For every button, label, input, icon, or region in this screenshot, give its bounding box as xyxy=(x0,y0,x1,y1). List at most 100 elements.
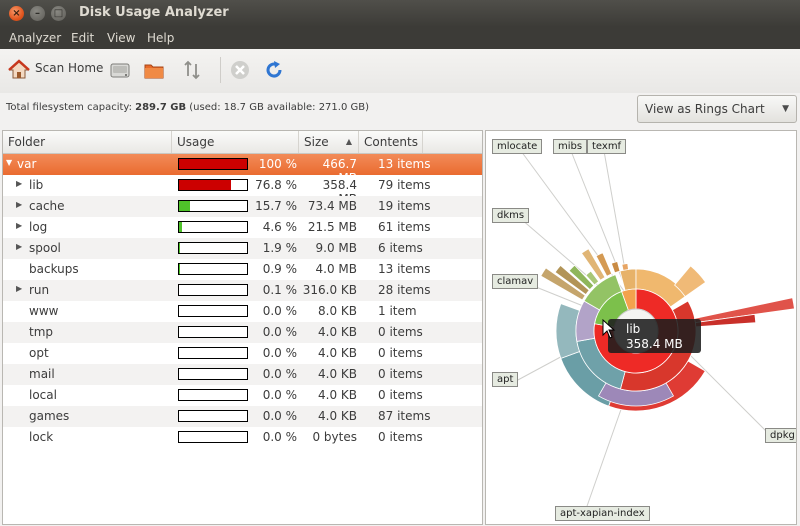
folder-tree-view[interactable]: Folder Usage Size ▲ Contents ▼ var 100 % 46… xyxy=(2,130,483,525)
expander-icon[interactable]: ▶ xyxy=(16,200,23,209)
folder-size: 4.0 MB xyxy=(315,262,357,276)
ring-spike[interactable] xyxy=(610,260,621,274)
column-size[interactable]: Size ▲ xyxy=(299,131,359,153)
ring-label-mlocate: mlocate xyxy=(492,139,543,154)
folder-contents: 0 items xyxy=(378,430,423,444)
ring-label-dkms: dkms xyxy=(492,208,530,223)
folder-contents: 0 items xyxy=(378,346,423,360)
expander-icon[interactable]: ▶ xyxy=(16,221,23,230)
close-icon: × xyxy=(12,8,21,19)
usage-bar xyxy=(178,389,248,401)
folder-size: 4.0 KB xyxy=(318,388,357,402)
folder-contents: 79 items xyxy=(378,178,431,192)
folder-name: tmp xyxy=(29,325,54,339)
ring-spike[interactable] xyxy=(585,270,600,286)
usage-percent: 100 % xyxy=(258,157,297,171)
rings-chart-panel[interactable]: mlocate mibs texmf dkms clamav apt dpkg … xyxy=(485,130,797,525)
folder-size: 4.0 KB xyxy=(318,325,357,339)
table-row[interactable]: ▶ spool 1.9 % 9.0 MB 6 items xyxy=(3,238,482,259)
expander-icon[interactable]: ▶ xyxy=(16,284,23,293)
scan-remote-button[interactable] xyxy=(178,57,206,83)
expander-icon[interactable]: ▶ xyxy=(16,179,23,188)
menu-bar: Analyzer Edit View Help xyxy=(0,27,800,49)
ring-spike[interactable] xyxy=(554,264,590,296)
stop-icon xyxy=(231,61,249,79)
dropdown-arrow-icon: ▼ xyxy=(782,104,789,114)
menu-help[interactable]: Help xyxy=(147,31,175,45)
ring-spike[interactable] xyxy=(580,248,606,281)
home-icon xyxy=(8,59,30,79)
usage-percent: 1.9 % xyxy=(262,241,297,255)
stop-button[interactable] xyxy=(226,57,254,83)
table-row[interactable]: www 0.0 % 8.0 KB 1 item xyxy=(3,301,482,322)
table-row[interactable]: ▼ var 100 % 466.7 MB 13 items xyxy=(3,154,482,185)
minimize-icon: – xyxy=(35,8,40,19)
column-folder[interactable]: Folder xyxy=(3,131,172,153)
folder-name: spool xyxy=(29,241,61,255)
folder-contents: 0 items xyxy=(378,367,423,381)
title-bar: × – □ Disk Usage Analyzer xyxy=(0,0,800,27)
usage-bar xyxy=(178,284,248,296)
maximize-icon: □ xyxy=(53,8,64,19)
ring-label-dpkg: dpkg xyxy=(765,428,796,443)
ring-tooltip: lib 358.4 MB xyxy=(608,319,701,353)
expander-icon[interactable]: ▼ xyxy=(6,158,13,167)
table-row[interactable]: tmp 0.0 % 4.0 KB 0 items xyxy=(3,322,482,343)
usage-percent: 0.9 % xyxy=(262,262,297,276)
folder-name: local xyxy=(29,388,57,402)
folder-name: log xyxy=(29,220,48,234)
table-row[interactable]: mail 0.0 % 4.0 KB 0 items xyxy=(3,364,482,385)
ring-label-texmf: texmf xyxy=(587,139,627,154)
usage-bar xyxy=(178,221,248,233)
table-row[interactable]: lock 0.0 % 0 bytes 0 items xyxy=(3,427,482,448)
refresh-icon xyxy=(266,61,282,78)
view-mode-dropdown[interactable]: View as Rings Chart ▼ xyxy=(637,95,797,123)
capacity-detail: (used: 18.7 GB available: 271.0 GB) xyxy=(189,102,370,113)
table-row[interactable]: ▶ cache 15.7 % 73.4 MB 19 items xyxy=(3,196,482,217)
scan-folder-button[interactable] xyxy=(140,57,168,83)
ring-label-mibs: mibs xyxy=(553,139,588,154)
usage-bar xyxy=(178,431,248,443)
usage-percent: 0.0 % xyxy=(262,430,297,444)
column-size-label: Size xyxy=(304,135,329,149)
table-row[interactable]: ▶ log 4.6 % 21.5 MB 61 items xyxy=(3,217,482,238)
table-row[interactable]: opt 0.0 % 4.0 KB 0 items xyxy=(3,343,482,364)
scan-filesystem-button[interactable] xyxy=(106,57,134,83)
ring-segment[interactable] xyxy=(619,268,637,291)
folder-contents: 1 item xyxy=(378,304,417,318)
ring-label-apt: apt xyxy=(492,372,519,387)
usage-bar-fill xyxy=(179,264,180,274)
usage-bar-fill xyxy=(179,180,232,190)
ring-segment[interactable] xyxy=(674,265,707,298)
capacity-total: 289.7 GB xyxy=(135,102,187,113)
minimize-window-button[interactable]: – xyxy=(30,6,45,21)
menu-edit[interactable]: Edit xyxy=(71,31,95,45)
menu-analyzer[interactable]: Analyzer xyxy=(9,31,62,45)
usage-percent: 0.0 % xyxy=(262,367,297,381)
table-row[interactable]: games 0.0 % 4.0 KB 87 items xyxy=(3,406,482,427)
ring-spike[interactable] xyxy=(621,263,629,271)
table-row[interactable]: local 0.0 % 4.0 KB 0 items xyxy=(3,385,482,406)
usage-percent: 4.6 % xyxy=(262,220,297,234)
column-contents[interactable]: Contents xyxy=(359,131,423,153)
folder-size: 73.4 MB xyxy=(307,199,357,213)
menu-view[interactable]: View xyxy=(107,31,136,45)
table-row[interactable]: ▶ run 0.1 % 316.0 KB 28 items xyxy=(3,280,482,301)
refresh-button[interactable] xyxy=(260,57,288,83)
close-window-button[interactable]: × xyxy=(9,6,24,21)
ring-spike[interactable] xyxy=(568,264,595,291)
usage-percent: 0.0 % xyxy=(262,388,297,402)
scan-home-button[interactable]: Scan Home xyxy=(4,57,104,83)
folder-size: 466.7 MB xyxy=(322,157,357,185)
usage-bar xyxy=(178,410,248,422)
ring-spike[interactable] xyxy=(540,267,586,301)
ring-spike[interactable] xyxy=(595,252,613,277)
usage-percent: 76.8 % xyxy=(255,178,297,192)
maximize-window-button[interactable]: □ xyxy=(51,6,66,21)
column-usage[interactable]: Usage xyxy=(172,131,299,153)
folder-icon xyxy=(144,64,164,79)
expander-icon[interactable]: ▶ xyxy=(16,242,23,251)
table-row[interactable]: backups 0.9 % 4.0 MB 13 items xyxy=(3,259,482,280)
usage-bar xyxy=(178,347,248,359)
